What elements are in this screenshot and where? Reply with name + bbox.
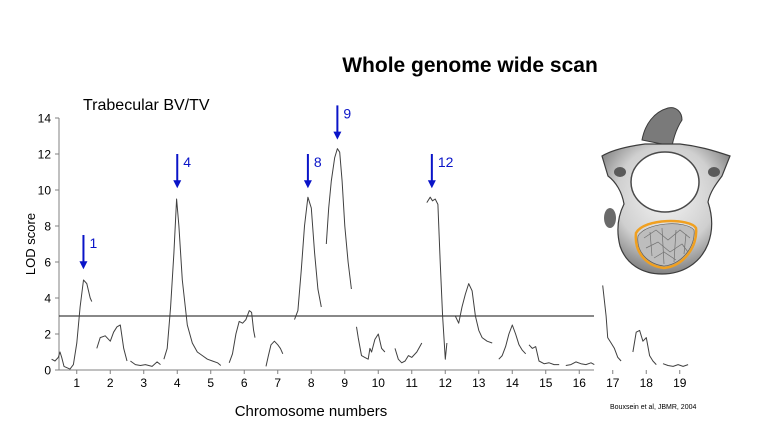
lod-curve-chr13: [454, 283, 493, 344]
series-group: [51, 148, 689, 370]
x-tick-label: 1: [73, 376, 80, 390]
x-tick-label: 18: [640, 376, 654, 390]
vertebra-micro-ct-image: [601, 107, 731, 275]
x-tick-group: 1 2 3 4 5 6 7 8 9 10 11 12 13 14 15 16 17 18 19: [73, 370, 687, 390]
x-tick-label: 5: [207, 376, 214, 390]
x-tick-label: 12: [439, 376, 453, 390]
y-tick-group: 0 2 4 6 8 10 12 14: [38, 112, 59, 378]
peak-arrow-head: [79, 261, 88, 270]
y-tick-label: 8: [44, 220, 51, 234]
x-tick-label: 9: [341, 376, 348, 390]
peak-arrow-head: [303, 180, 312, 189]
lod-curve-chr10: [356, 326, 386, 360]
peak-arrow-head: [427, 180, 436, 189]
x-tick-label: 17: [606, 376, 620, 390]
lod-curve-chr12: [426, 196, 448, 360]
x-tick-label: 4: [174, 376, 181, 390]
y-tick-label: 10: [38, 184, 52, 198]
y-tick-label: 6: [44, 256, 51, 270]
y-tick-label: 2: [44, 328, 51, 342]
x-tick-label: 7: [274, 376, 281, 390]
lod-curve-chr17: [602, 285, 622, 362]
peak-label: 4: [183, 154, 191, 170]
peak-annotations: 1 4 8 9 12: [79, 105, 454, 270]
lod-curve-chr14: [498, 324, 527, 360]
lod-curve-chr15: [528, 344, 560, 366]
chart-axes: [58, 118, 594, 371]
x-tick-label: 2: [107, 376, 114, 390]
y-tick-label: 14: [38, 112, 52, 126]
y-tick-label: 4: [44, 292, 51, 306]
x-axis-label: Chromosome numbers: [235, 403, 388, 420]
y-axis-label: LOD score: [23, 213, 38, 275]
x-tick-label: 13: [472, 376, 486, 390]
x-tick-label: 8: [308, 376, 315, 390]
lod-curve-chr4: [163, 198, 222, 366]
x-tick-label: 19: [673, 376, 687, 390]
x-tick-label: 3: [140, 376, 147, 390]
lod-curve-chr8: [294, 196, 322, 320]
peak-arrow-head: [173, 180, 182, 189]
slide-title: Whole genome wide scan: [342, 54, 598, 77]
lod-curve-chr11: [394, 342, 423, 364]
lod-curve-chr16: [565, 361, 595, 366]
lod-curve-chr2: [96, 324, 128, 362]
x-tick-label: 6: [241, 376, 248, 390]
lod-curve-chr19: [662, 363, 689, 367]
peak-arrow-head: [333, 131, 342, 140]
x-tick-label: 10: [372, 376, 386, 390]
x-tick-label: 15: [539, 376, 553, 390]
lod-curve-chr6: [228, 310, 256, 363]
x-tick-label: 16: [573, 376, 587, 390]
roi-outline: [634, 219, 698, 270]
y-tick-label: 0: [44, 364, 51, 378]
lod-curve-chr18: [632, 329, 657, 365]
peak-label: 12: [438, 154, 454, 170]
peak-label: 1: [89, 235, 97, 251]
lod-curve-chr3: [130, 360, 161, 367]
x-tick-label: 11: [406, 376, 419, 390]
lod-curve-chr7: [265, 340, 284, 367]
peak-label: 9: [343, 105, 351, 121]
lod-curve-chr1: [51, 279, 93, 370]
x-tick-label: 14: [506, 376, 520, 390]
peak-label: 8: [314, 154, 322, 170]
chart-title: Trabecular BV/TV: [83, 97, 210, 114]
y-tick-label: 12: [38, 148, 52, 162]
lod-curve-chr9: [325, 148, 352, 290]
citation: Bouxsein et al, JBMR, 2004: [610, 404, 697, 411]
